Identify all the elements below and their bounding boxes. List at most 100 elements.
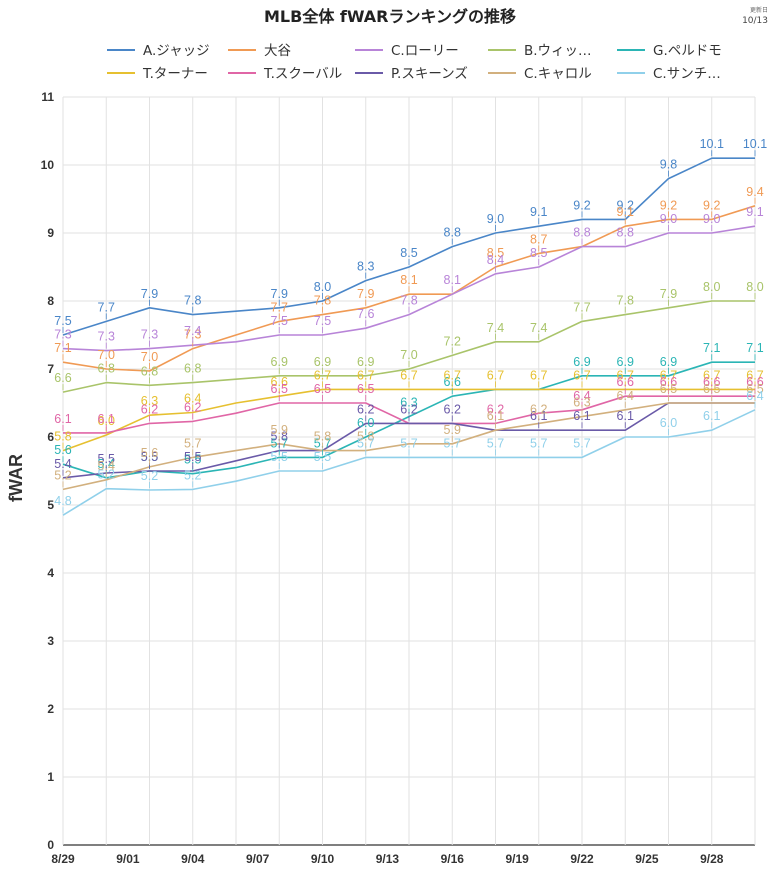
data-label: 9.0 — [660, 212, 677, 226]
data-label: 5.2 — [184, 468, 201, 482]
y-tick-label: 0 — [47, 838, 54, 852]
data-label: 7.0 — [141, 350, 158, 364]
data-label: 6.7 — [746, 368, 763, 382]
y-tick-label: 1 — [47, 770, 54, 784]
data-label: 5.2 — [141, 469, 158, 483]
data-label: 6.3 — [400, 396, 417, 410]
data-labels: 7.57.77.9 7.8 7.9 8.08.38.58.89.0 9.1 9.2 9.29… — [54, 137, 767, 514]
series-line-3 — [62, 225, 756, 352]
data-label: 6.5 — [746, 382, 763, 396]
data-label: 10.1 — [743, 137, 767, 151]
legend: A.ジャッジ 大谷 C.ローリー B.ウィッ… G.ペルドモ T.ターナー T.スクーバル P… — [107, 43, 722, 82]
data-label: 6.1 — [54, 412, 71, 426]
data-label: 7.5 — [54, 314, 71, 328]
data-label: 5.7 — [530, 436, 547, 450]
data-label: 6.7 — [660, 368, 677, 382]
legend-entry: P.スキーンズ — [391, 66, 468, 82]
data-label: 6.4 — [746, 389, 763, 403]
data-label: 5.6 — [54, 443, 71, 457]
data-label: 7.9 — [271, 287, 288, 301]
data-label: 8.4 — [487, 253, 504, 267]
data-label: 9.1 — [530, 205, 547, 219]
data-label: 9.4 — [746, 185, 763, 199]
series-line-2 — [62, 205, 756, 372]
data-label: 8.8 — [573, 226, 590, 240]
series-line-6 — [62, 388, 755, 452]
y-tick-label: 9 — [47, 226, 54, 240]
data-label: 6.6 — [617, 375, 634, 389]
data-label: 6.7 — [357, 368, 374, 382]
legend-entry: G.ペルドモ — [653, 43, 722, 59]
data-label: 9.2 — [660, 198, 677, 212]
data-label: 9.1 — [746, 205, 763, 219]
data-label: 9.2 — [617, 198, 634, 212]
data-label: 5.8 — [54, 430, 71, 444]
data-label: 5.7 — [400, 436, 417, 450]
legend-entry: T.スクーバル — [263, 66, 342, 82]
data-label: 6.2 — [530, 402, 547, 416]
data-label: 4.8 — [54, 494, 71, 508]
data-label: 8.3 — [357, 260, 374, 274]
data-label: 7.6 — [357, 307, 374, 321]
data-label: 9.8 — [660, 158, 677, 172]
data-label: 5.2 — [98, 468, 115, 482]
data-label: 7.0 — [400, 348, 417, 362]
data-label: 7.3 — [184, 328, 201, 342]
data-label: 7.7 — [573, 300, 590, 314]
data-label: 7.0 — [98, 348, 115, 362]
y-tick-label: 6 — [47, 430, 54, 444]
legend-entry: C.ローリー — [391, 43, 459, 59]
data-label: 6.7 — [444, 368, 461, 382]
chart-title: MLB全体 fWARランキングの推移 — [264, 7, 516, 26]
data-label: 5.6 — [141, 446, 158, 460]
legend-entry: T.ターナー — [142, 66, 208, 82]
data-label: 6.7 — [573, 368, 590, 382]
data-label: 6.5 — [660, 382, 677, 396]
data-label: 6.8 — [141, 364, 158, 378]
series-line-8 — [62, 402, 755, 479]
data-label: 5.5 — [184, 450, 201, 464]
x-tick-label: 9/16 — [441, 852, 465, 866]
y-tick-label: 3 — [47, 634, 54, 648]
data-label: 7.7 — [271, 300, 288, 314]
y-tick-label: 8 — [47, 294, 54, 308]
data-label: 6.1 — [703, 409, 720, 423]
data-label: 7.8 — [184, 294, 201, 308]
data-label: 7.4 — [530, 321, 547, 335]
data-label: 6.9 — [660, 355, 677, 369]
data-label: 8.7 — [530, 232, 547, 246]
data-label: 5.5 — [314, 450, 331, 464]
data-label: 5.7 — [573, 436, 590, 450]
data-label: 5.5 — [141, 450, 158, 464]
data-label: 7.1 — [746, 341, 763, 355]
data-label: 5.7 — [444, 436, 461, 450]
data-label: 6.6 — [54, 371, 71, 385]
data-label: 5.2 — [54, 468, 71, 482]
data-label: 6.9 — [357, 355, 374, 369]
data-label: 5.5 — [141, 450, 158, 464]
x-tick-label: 9/10 — [311, 852, 335, 866]
data-label: 5.9 — [444, 423, 461, 437]
data-label: 5.8 — [314, 430, 331, 444]
data-label: 8.0 — [703, 280, 720, 294]
legend-entry: B.ウィッ… — [524, 43, 592, 59]
data-label: 7.3 — [141, 328, 158, 342]
series-line-1 — [62, 157, 755, 336]
data-label: 8.8 — [617, 226, 634, 240]
data-label: 6.2 — [184, 400, 201, 414]
data-label: 8.1 — [400, 273, 417, 287]
legend-entry: C.キャロル — [524, 66, 592, 82]
data-label: 9.1 — [617, 205, 634, 219]
data-label: 8.0 — [746, 280, 763, 294]
x-tick-label: 9/07 — [246, 852, 270, 866]
data-label: 7.9 — [357, 287, 374, 301]
data-label: 6.1 — [573, 409, 590, 423]
data-label: 7.5 — [314, 314, 331, 328]
data-label: 7.9 — [141, 287, 158, 301]
x-tick-label: 9/28 — [700, 852, 724, 866]
data-label: 6.2 — [400, 402, 417, 416]
data-label: 8.5 — [530, 246, 547, 260]
x-tick-label: 8/29 — [51, 852, 75, 866]
data-label: 6.2 — [141, 402, 158, 416]
